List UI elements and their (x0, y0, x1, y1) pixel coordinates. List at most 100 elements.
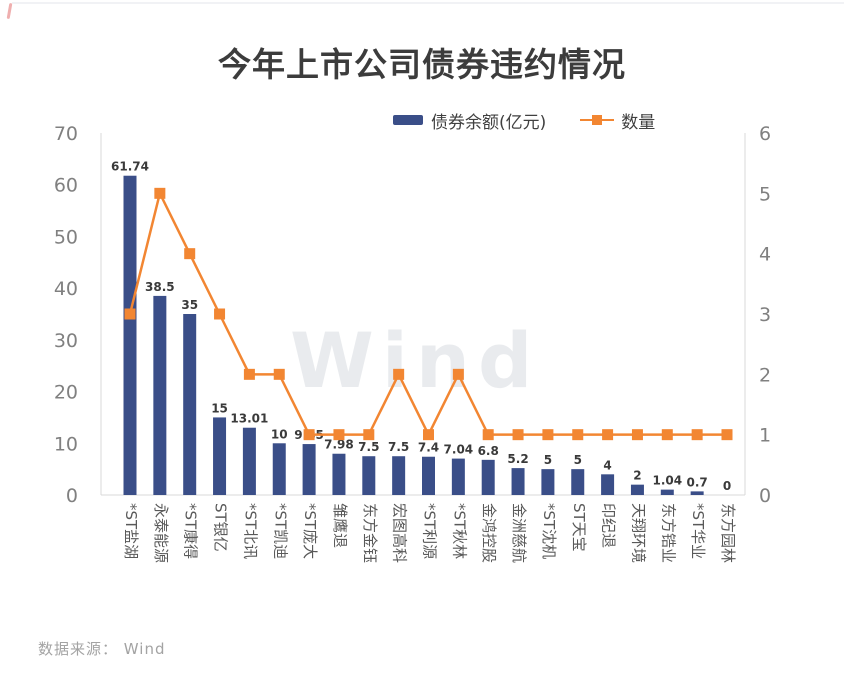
bar-series-swatch-icon (393, 115, 423, 125)
x-axis-category-label: *ST康得 (182, 503, 200, 559)
left-axis-tick-label: 70 (54, 125, 78, 145)
right-axis-tick-label: 1 (759, 425, 771, 447)
left-axis-tick-label: 0 (66, 485, 78, 507)
x-axis-category-label: *ST北讯 (241, 503, 259, 559)
bar-value-label: 10 (271, 427, 288, 441)
line-marker (243, 368, 255, 380)
bar (481, 459, 495, 495)
bar (571, 469, 585, 495)
line-marker (423, 429, 434, 441)
bar (123, 175, 137, 495)
x-axis-category-label: 宏图高科 (391, 503, 409, 563)
bar-value-label: 61.74 (111, 160, 149, 174)
line-marker (572, 429, 584, 441)
x-axis-category-label: 天翔环境 (629, 503, 647, 563)
wind-watermark: Wind (290, 316, 541, 405)
line-marker (602, 429, 614, 441)
left-axis-tick-label: 50 (54, 226, 78, 248)
line-marker (482, 429, 494, 441)
x-axis-category-label: 东方锆业 (659, 503, 677, 563)
bar-value-label: 13.01 (230, 412, 268, 426)
x-axis-category-label: *ST凯迪 (271, 503, 289, 559)
bar-value-label: 5 (544, 453, 552, 467)
bar-value-label: 15 (211, 401, 228, 415)
bar (242, 427, 256, 495)
bar-value-label: 38.5 (145, 280, 175, 294)
left-axis-tick-label: 40 (54, 278, 78, 300)
bar-value-label: 7.04 (444, 443, 474, 457)
bar (541, 469, 555, 495)
bar-value-label: 4 (603, 458, 611, 472)
legend-item-count: 数量 (580, 108, 655, 133)
bar (272, 443, 286, 495)
line-marker (512, 429, 524, 441)
bar (362, 456, 376, 495)
line-marker (393, 368, 405, 380)
bar (183, 314, 197, 495)
x-axis-category-label: 金鸿控股 (480, 503, 498, 563)
combo-chart: 010203040506070012345661.7438.5351513.01… (54, 125, 771, 563)
bar (690, 491, 704, 495)
bar-value-label: 7.5 (358, 440, 379, 454)
line-marker (542, 429, 554, 441)
line-marker (184, 248, 196, 260)
bar (392, 456, 406, 495)
panel-top-edge (12, 2, 844, 4)
right-axis-tick-label: 2 (759, 364, 771, 386)
right-axis-tick-label: 4 (759, 244, 771, 266)
bar-value-label: 7.5 (388, 440, 409, 454)
bar-value-label: 2 (633, 469, 641, 483)
line-marker (721, 429, 733, 441)
bar (451, 458, 465, 495)
bar-value-label: 5 (574, 453, 582, 467)
bar-value-label: 6.8 (478, 444, 499, 458)
x-axis-category-label: 东方园林 (719, 503, 737, 563)
bar-value-label: 7.4 (418, 441, 439, 455)
line-marker (452, 368, 464, 380)
line-marker (363, 429, 375, 441)
x-axis-category-label: ST银亿 (212, 503, 230, 552)
bar (422, 456, 435, 495)
legend: 债券余额(亿元) 数量 (393, 108, 655, 133)
bar (302, 444, 316, 495)
x-axis-category-label: 金洲慈航 (510, 503, 528, 563)
left-axis-tick-label: 10 (54, 433, 78, 455)
line-series-swatch-icon (580, 114, 615, 126)
bar-value-label: 0 (723, 479, 731, 493)
right-axis-tick-label: 5 (759, 183, 771, 205)
bar (332, 453, 346, 495)
left-axis-tick-label: 20 (54, 382, 78, 404)
legend-label-bond-balance: 债券余额(亿元) (431, 112, 547, 133)
bar (511, 468, 525, 495)
left-axis-tick-label: 30 (54, 330, 78, 352)
line-marker (691, 429, 703, 441)
line-marker (661, 429, 673, 441)
line-marker (273, 368, 285, 380)
bar-value-label: 0.7 (687, 475, 708, 489)
bar-value-label: 5.2 (507, 452, 528, 466)
x-axis-category-label: 印纪退 (600, 503, 618, 548)
chart-title: 今年上市公司债券违约情况 (218, 45, 626, 84)
data-source-label: 数据来源： Wind (38, 640, 166, 658)
right-axis-tick-label: 0 (759, 485, 771, 507)
x-axis-category-label: 东方金钰 (361, 503, 379, 563)
bar (601, 474, 615, 495)
x-axis-category-label: *ST利源 (421, 503, 439, 559)
line-marker (214, 308, 226, 320)
x-axis-category-label: ST天宝 (570, 503, 588, 552)
line-marker (303, 429, 315, 441)
legend-label-count: 数量 (621, 112, 656, 133)
bar (660, 489, 674, 495)
left-axis-tick-label: 60 (54, 175, 78, 197)
line-marker (333, 429, 345, 441)
right-axis-tick-label: 6 (759, 125, 771, 145)
bar (153, 295, 167, 495)
x-axis-category-label: *ST庞大 (301, 503, 319, 559)
x-axis-category-label: *ST盐湖 (122, 503, 140, 559)
bar (630, 484, 644, 495)
x-axis-category-label: *ST沈机 (540, 503, 558, 559)
bar-value-label: 1.04 (652, 474, 682, 488)
x-axis-category-label: 永泰能源 (152, 503, 170, 563)
right-axis-tick-label: 3 (759, 304, 771, 326)
